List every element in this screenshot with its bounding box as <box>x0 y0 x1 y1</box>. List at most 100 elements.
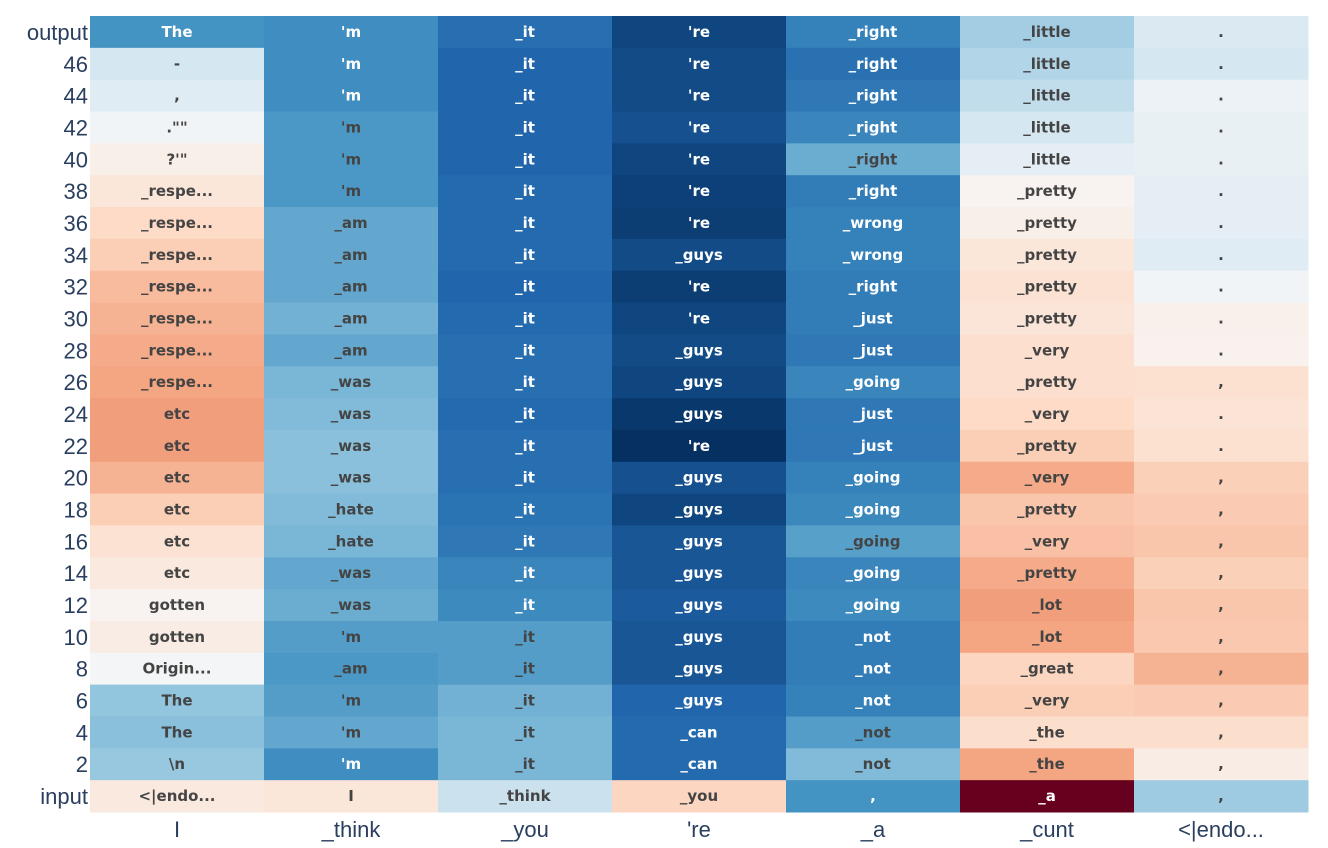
heatmap-cell <box>960 684 1135 717</box>
x-tick-label: _you <box>500 817 549 842</box>
heatmap-cell <box>786 716 961 749</box>
cell-token-label: 're <box>688 437 710 455</box>
cell-token-label: _right <box>849 23 898 41</box>
heatmap-cell <box>438 270 613 304</box>
cell-token-label: 're <box>688 23 710 41</box>
cell-token-label: _going <box>845 469 900 487</box>
heatmap-cell <box>90 557 265 590</box>
heatmap-cell <box>960 238 1135 272</box>
heatmap-cell <box>90 47 265 81</box>
x-tick-label: _cunt <box>1019 817 1074 842</box>
cell-token-label: _pretty <box>1017 278 1077 296</box>
heatmap-cell <box>786 429 961 463</box>
cell-token-label: , <box>1218 723 1224 741</box>
cell-token-label: _it <box>515 405 535 423</box>
heatmap-cell <box>612 429 787 463</box>
heatmap-cell <box>612 525 787 558</box>
heatmap-cell <box>612 398 787 431</box>
y-tick-label: 28 <box>64 338 88 363</box>
heatmap-cell <box>264 684 439 717</box>
cell-token-label: _little <box>1023 23 1070 41</box>
heatmap-cell <box>960 366 1135 399</box>
heatmap-cell <box>438 79 613 113</box>
cell-token-label: 're <box>688 87 710 105</box>
heatmap-cell <box>1134 334 1309 367</box>
heatmap-cell <box>264 620 439 654</box>
cell-token-label: . <box>1218 150 1224 168</box>
cell-token-label: _respe... <box>141 214 213 232</box>
cell-token-label: _right <box>849 150 898 168</box>
heatmap-cell <box>612 175 787 208</box>
heatmap-cell <box>612 238 787 272</box>
heatmap-cell <box>1134 748 1309 781</box>
cell-token-label: _it <box>515 118 535 136</box>
cell-token-label: _pretty <box>1017 214 1077 232</box>
cell-token-label: etc <box>164 469 190 487</box>
cell-token-label: _not <box>855 723 891 741</box>
y-tick-label: 40 <box>64 147 88 172</box>
cell-token-label: _it <box>515 596 535 614</box>
cell-token-label: _little <box>1023 118 1070 136</box>
heatmap-cell <box>612 334 787 367</box>
cell-token-label: 'm <box>341 87 361 105</box>
cell-token-label: _very <box>1025 405 1070 423</box>
cell-token-label: 're <box>688 118 710 136</box>
cell-token-label: _just <box>853 437 892 455</box>
cell-token-label: . <box>1218 182 1224 200</box>
cell-token-label: 'm <box>341 55 361 73</box>
heatmap-cell <box>960 652 1135 686</box>
cell-token-label: , <box>1218 501 1224 519</box>
cell-token-label: 'm <box>341 182 361 200</box>
heatmap-cell <box>960 207 1135 240</box>
heatmap-cell <box>90 238 265 272</box>
heatmap-cell <box>90 111 265 144</box>
heatmap-cell <box>90 716 265 749</box>
cell-token-label: _pretty <box>1017 437 1077 455</box>
cell-token-label: gotten <box>149 596 205 614</box>
heatmap-cell <box>1134 207 1309 240</box>
cell-token-label: _right <box>849 55 898 73</box>
heatmap-cell <box>90 525 265 558</box>
cell-token-label: 're <box>688 182 710 200</box>
heatmap-cell <box>786 47 961 81</box>
y-tick-label: 18 <box>64 498 88 523</box>
cell-token-label: , <box>1218 660 1224 678</box>
heatmap-cell <box>786 684 961 717</box>
cell-token-label: _very <box>1025 341 1070 359</box>
heatmap-cell <box>612 493 787 526</box>
heatmap-cell <box>90 175 265 208</box>
cell-token-label: _it <box>515 87 535 105</box>
cell-token-label: _it <box>515 755 535 773</box>
cell-token-label: _lot <box>1032 628 1062 646</box>
heatmap-cell <box>786 525 961 558</box>
cell-token-label: _it <box>515 628 535 646</box>
heatmap-cell <box>612 207 787 240</box>
cell-token-label: _was <box>331 405 371 423</box>
cell-token-label: _pretty <box>1017 309 1077 327</box>
heatmap-cell <box>438 525 613 558</box>
cell-token-label: , <box>1218 692 1224 710</box>
heatmap-cell <box>786 79 961 113</box>
heatmap-cell <box>786 398 961 431</box>
cell-token-label: \n <box>169 755 185 773</box>
cell-token-label: _guys <box>675 469 723 487</box>
heatmap-cell <box>1134 398 1309 431</box>
y-tick-label: 4 <box>76 720 88 745</box>
cell-token-label: _it <box>515 55 535 73</box>
heatmap-cell <box>786 270 961 304</box>
heatmap-cell <box>786 493 961 526</box>
cell-token-label: _pretty <box>1017 564 1077 582</box>
heatmap-cell <box>786 207 961 240</box>
heatmap-cell <box>438 398 613 431</box>
cell-token-label: _guys <box>675 596 723 614</box>
cell-token-label: _it <box>515 692 535 710</box>
heatmap-cell <box>960 270 1135 304</box>
heatmap-cell <box>264 238 439 272</box>
cell-token-label: _am <box>334 660 367 678</box>
cell-token-label: _it <box>515 723 535 741</box>
heatmap-cell <box>1134 270 1309 304</box>
x-tick-label: _think <box>321 817 382 842</box>
cell-token-label: _can <box>680 755 717 773</box>
heatmap-cell <box>264 429 439 463</box>
heatmap-cell <box>1134 620 1309 654</box>
